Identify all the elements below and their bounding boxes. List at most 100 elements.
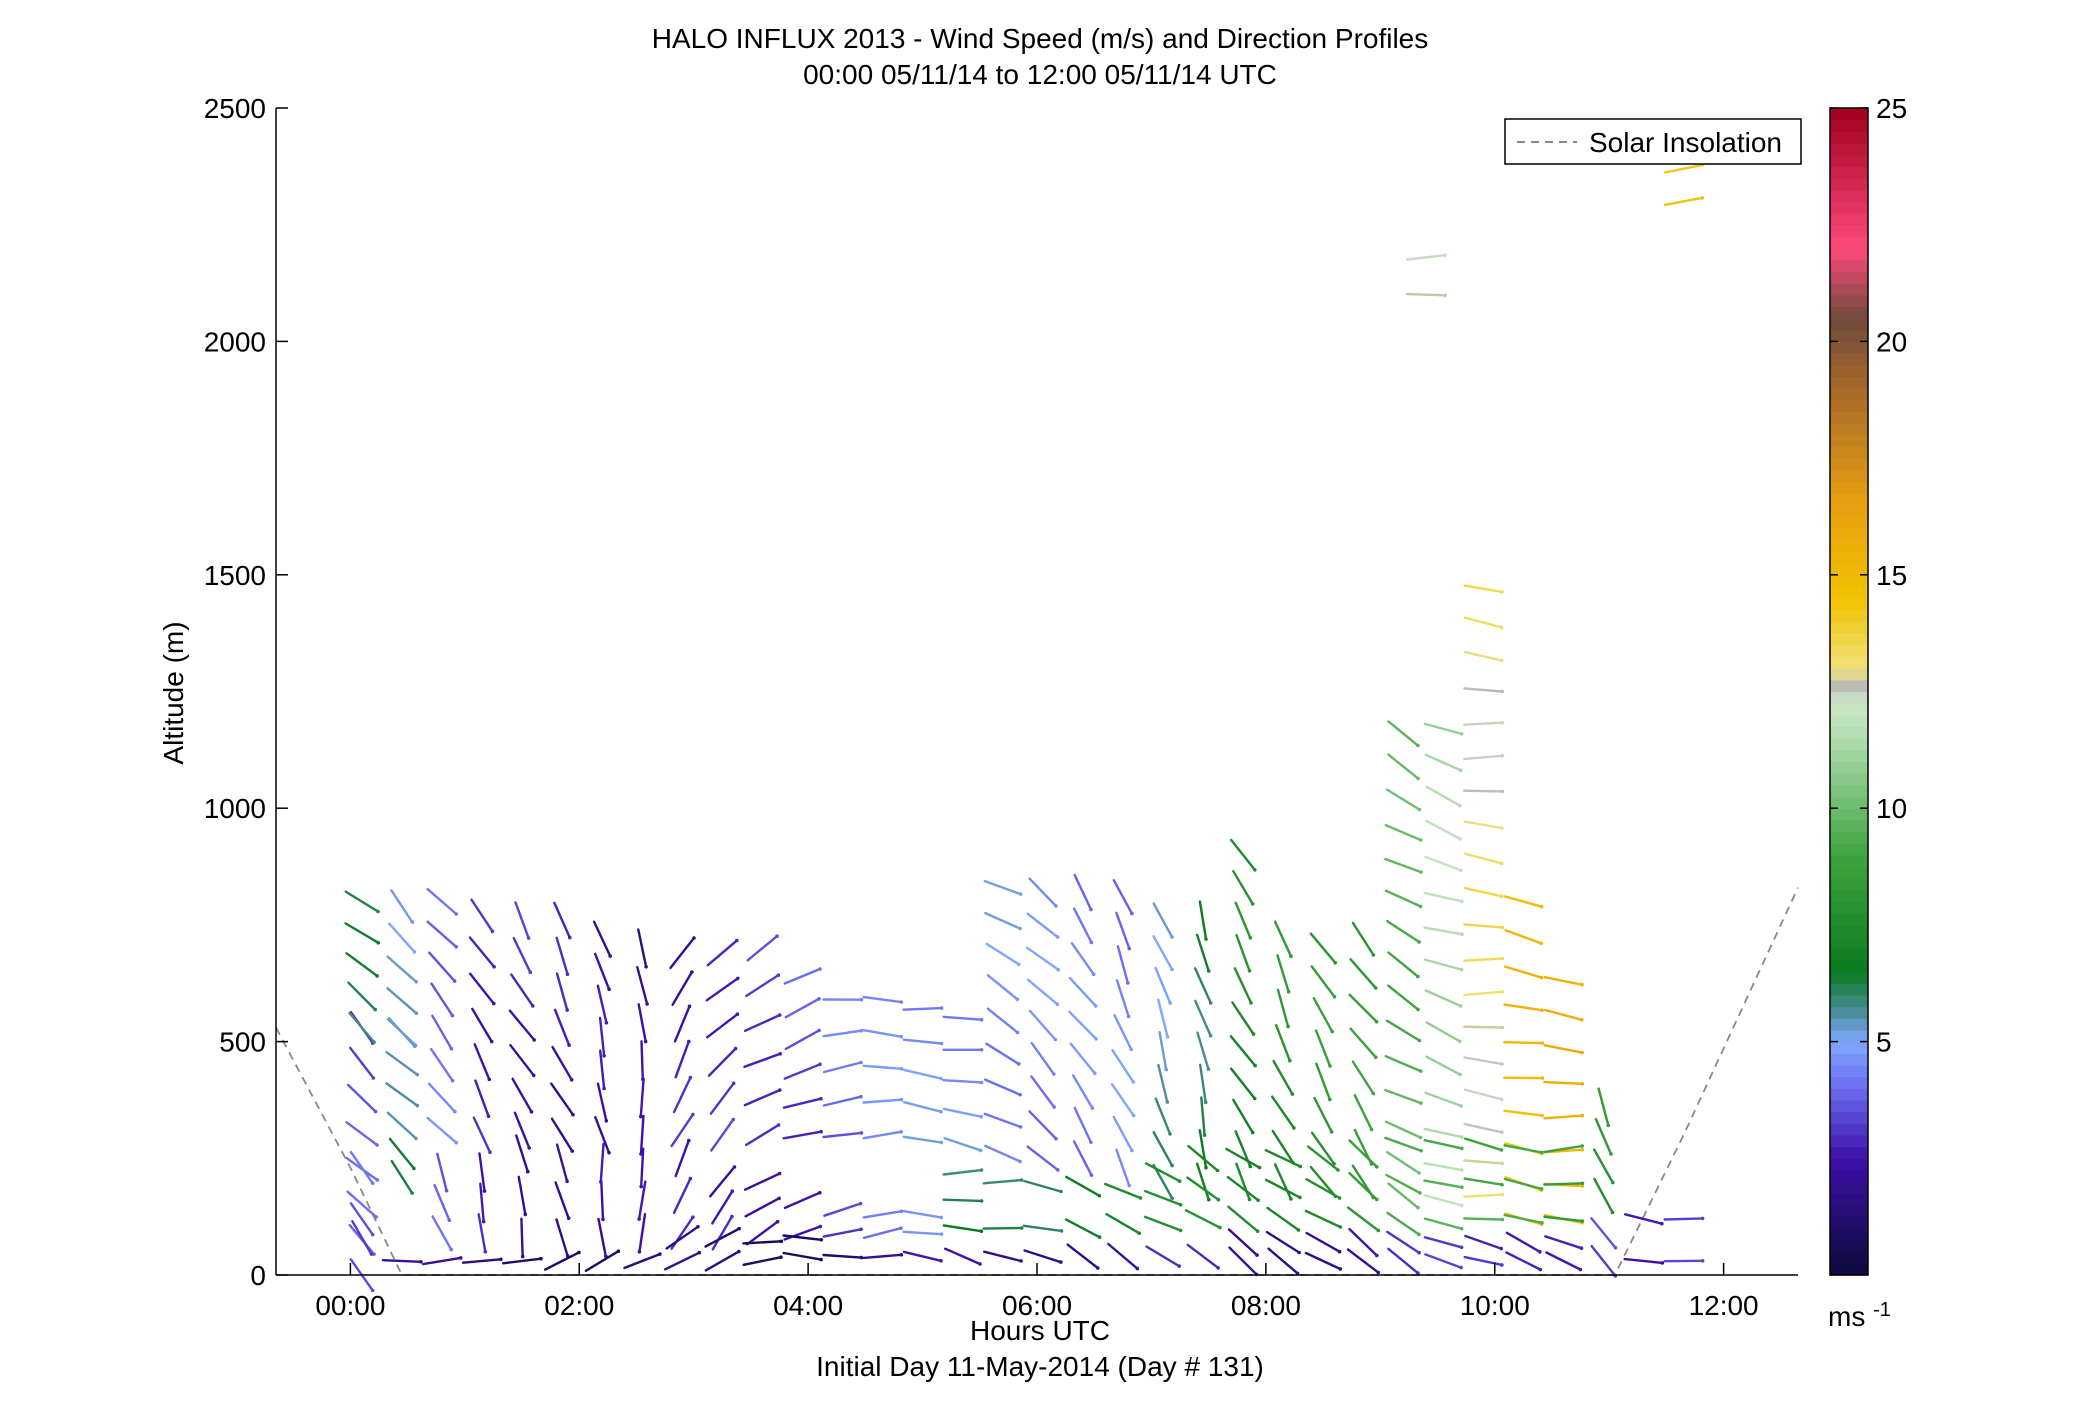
wind-stick-head: [1289, 954, 1293, 958]
wind-stick: [1186, 1176, 1220, 1201]
wind-stick-head: [1500, 1217, 1505, 1222]
wind-stick: [1463, 1122, 1504, 1134]
wind-stick: [1154, 966, 1172, 1005]
wind-stick: [1023, 1249, 1063, 1264]
wind-stick: [1349, 958, 1377, 990]
colorbar-band: [1830, 621, 1868, 634]
wind-stick: [468, 936, 496, 968]
colorbar-band: [1830, 201, 1868, 214]
wind-stick-head: [415, 1072, 420, 1077]
colorbar-band: [1830, 318, 1868, 331]
wind-stick-head: [730, 1214, 734, 1219]
wind-stick-head: [375, 1143, 379, 1147]
wind-stick: [1265, 1230, 1301, 1254]
wind-stick-head: [1459, 1226, 1464, 1231]
wind-stick-head: [1017, 1062, 1021, 1066]
wind-stick-head: [1337, 1249, 1342, 1254]
wind-stick-head: [374, 1215, 378, 1219]
wind-stick-head: [414, 1136, 418, 1141]
wind-stick: [1543, 1144, 1584, 1154]
wind-stick: [822, 1095, 863, 1107]
wind-stick-head: [736, 976, 740, 981]
wind-stick: [1226, 1175, 1260, 1202]
wind-stick: [1663, 196, 1704, 207]
colorbar-band: [1830, 1099, 1868, 1113]
wind-stick-head: [532, 1038, 536, 1042]
wind-stick-head: [641, 1077, 645, 1082]
wind-stick-head: [1094, 1037, 1098, 1041]
wind-stick-head: [1015, 997, 1020, 1002]
wind-stick: [1113, 1014, 1133, 1051]
wind-stick-head: [1500, 754, 1504, 758]
wind-stick-head: [732, 1165, 737, 1169]
wind-stick: [1349, 1027, 1377, 1059]
colorbar-band: [1830, 1181, 1868, 1194]
wind-stick-head: [1168, 1132, 1172, 1136]
wind-stick: [348, 1011, 376, 1044]
wind-stick: [1423, 1236, 1463, 1249]
legend-box: Solar Insolation: [1504, 118, 1802, 165]
wind-stick: [902, 1209, 943, 1219]
wind-stick: [862, 1064, 903, 1071]
wind-stick: [862, 1028, 903, 1038]
wind-stick-head: [1458, 1039, 1462, 1044]
colorbar-band: [1830, 388, 1868, 401]
wind-stick-head: [1178, 1203, 1183, 1207]
wind-stick-head: [1580, 1018, 1584, 1022]
wind-profile-17: [1022, 877, 1064, 1264]
wind-stick-head: [899, 1034, 903, 1039]
wind-stick-head: [1055, 935, 1060, 939]
wind-stick-head: [1177, 1179, 1182, 1183]
wind-stick: [942, 1107, 983, 1118]
wind-stick-head: [410, 1191, 414, 1195]
wind-stick-head: [688, 1075, 693, 1080]
wind-stick: [1423, 1194, 1463, 1207]
wind-stick-head: [1417, 940, 1421, 944]
wind-stick: [1505, 1251, 1542, 1271]
wind-stick-head: [735, 1012, 740, 1016]
wind-stick: [902, 1135, 943, 1144]
wind-stick: [1066, 1243, 1100, 1270]
chart-subtitle: 00:00 05/11/14 to 12:00 05/11/14 UTC: [803, 59, 1277, 90]
wind-stick-head: [1459, 1104, 1463, 1108]
wind-stick: [469, 972, 495, 1005]
wind-stick-head: [1015, 1030, 1020, 1035]
wind-stick: [1463, 687, 1504, 693]
wind-stick-head: [1460, 1185, 1464, 1190]
legend-frame: [1504, 118, 1802, 165]
wind-stick-head: [730, 1189, 735, 1193]
wind-stick-head: [1206, 1067, 1211, 1071]
wind-stick: [1231, 1001, 1255, 1036]
wind-stick: [1423, 1162, 1464, 1172]
colorbar-band: [1830, 131, 1868, 144]
wind-stick-head: [1611, 1180, 1615, 1185]
x-tick-label: 02:00: [544, 1290, 614, 1321]
wind-stick: [710, 1118, 735, 1152]
x-tick-label: 10:00: [1460, 1290, 1530, 1321]
colorbar-band: [1830, 1134, 1868, 1148]
wind-stick: [427, 1082, 456, 1113]
wind-stick: [1346, 1248, 1380, 1274]
wind-stick: [671, 970, 694, 1006]
wind-stick: [711, 1215, 734, 1251]
wind-stick: [1229, 1067, 1256, 1100]
wind-stick-head: [1500, 720, 1505, 725]
wind-stick-head: [1539, 975, 1544, 980]
wind-stick: [1073, 873, 1093, 911]
wind-stick-head: [1375, 1197, 1379, 1202]
wind-stick-head: [1417, 1250, 1421, 1255]
colorbar-band: [1830, 1228, 1868, 1241]
wind-stick-head: [415, 1103, 420, 1108]
wind-stick: [431, 1014, 453, 1050]
wind-stick: [1463, 957, 1504, 962]
wind-stick-head: [449, 1247, 454, 1252]
wind-stick: [1030, 1041, 1056, 1076]
wind-stick: [509, 1043, 535, 1077]
wind-stick: [1069, 1042, 1097, 1075]
wind-stick-head: [1540, 1076, 1545, 1080]
colorbar-band: [1830, 936, 1868, 949]
colorbar-band: [1830, 738, 1868, 751]
wind-stick-head: [1138, 1196, 1143, 1200]
wind-stick: [1463, 923, 1504, 929]
wind-stick-head: [566, 1216, 571, 1220]
